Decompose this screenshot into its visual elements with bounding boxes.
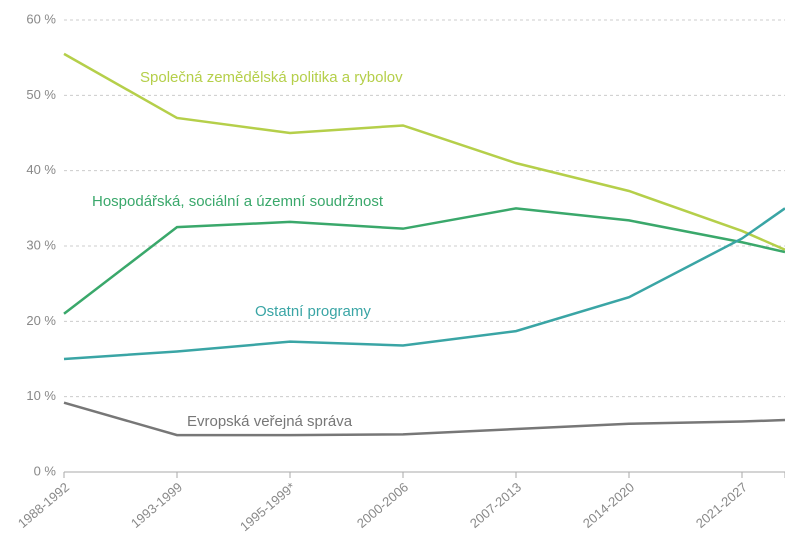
x-tick-label: 2000-2006 xyxy=(354,479,411,530)
y-tick-label: 30 % xyxy=(26,237,56,252)
series-line xyxy=(63,401,785,437)
y-tick-label: 10 % xyxy=(26,388,56,403)
series-label: Hospodářská, sociální a územní soudržnos… xyxy=(92,193,384,210)
x-tick-label: 1988-1992 xyxy=(15,479,72,530)
y-tick-label: 0 % xyxy=(34,463,57,478)
series-line xyxy=(63,207,785,361)
y-tick-label: 50 % xyxy=(26,87,56,102)
x-tick-label: 2014-2020 xyxy=(580,479,637,530)
series-label: Společná zemědělská politika a rybolov xyxy=(140,69,403,86)
y-tick-label: 20 % xyxy=(26,313,56,328)
x-tick-label: 2007-2013 xyxy=(467,479,524,530)
series-label: Ostatní programy xyxy=(255,303,371,320)
x-tick-label: 1993-1999 xyxy=(128,479,185,530)
series-line xyxy=(63,207,785,315)
series-label: Evropská veřejná správa xyxy=(187,413,353,430)
x-tick-label: 1995-1999* xyxy=(237,479,298,534)
y-tick-label: 60 % xyxy=(26,11,56,26)
series-line xyxy=(63,52,785,251)
y-tick-label: 40 % xyxy=(26,162,56,177)
x-tick-label: 2021-2027 xyxy=(693,479,750,530)
